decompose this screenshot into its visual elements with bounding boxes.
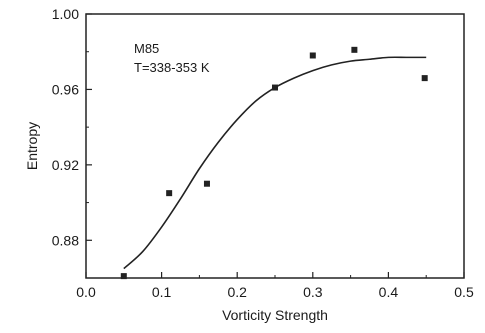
data-point — [309, 52, 316, 59]
data-point — [203, 180, 210, 187]
ticks-layer: 0.0 0.1 0.2 0.3 0.4 0.5 0.88 0.92 0.96 1.00 — [52, 6, 474, 300]
data-point — [421, 75, 428, 82]
data-point — [351, 46, 358, 53]
data-point — [166, 190, 173, 197]
x-tick-label: 0.3 — [303, 284, 323, 300]
labels-layer: M85 T=338-353 K Vorticity Strength Entro… — [24, 41, 328, 323]
y-tick-label: 1.00 — [52, 6, 79, 22]
x-tick-label: 0.1 — [152, 284, 172, 300]
x-tick-label: 0.4 — [379, 284, 399, 300]
data-point — [272, 84, 278, 91]
x-tick-label: 0.5 — [454, 284, 474, 300]
y-axis-label: Entropy — [24, 122, 40, 170]
plot-frame — [85, 13, 465, 279]
data-point — [120, 273, 127, 280]
annotation-line-1: M85 — [134, 41, 159, 56]
x-tick-label: 0.2 — [227, 284, 247, 300]
y-tick-label: 0.88 — [52, 232, 79, 248]
x-axis-label: Vorticity Strength — [222, 307, 328, 323]
annotation-line-2: T=338-353 K — [134, 60, 210, 75]
points-layer — [120, 46, 428, 280]
x-tick-label: 0.0 — [76, 284, 96, 300]
y-tick-label: 0.96 — [52, 81, 79, 97]
y-tick-label: 0.92 — [52, 157, 79, 173]
